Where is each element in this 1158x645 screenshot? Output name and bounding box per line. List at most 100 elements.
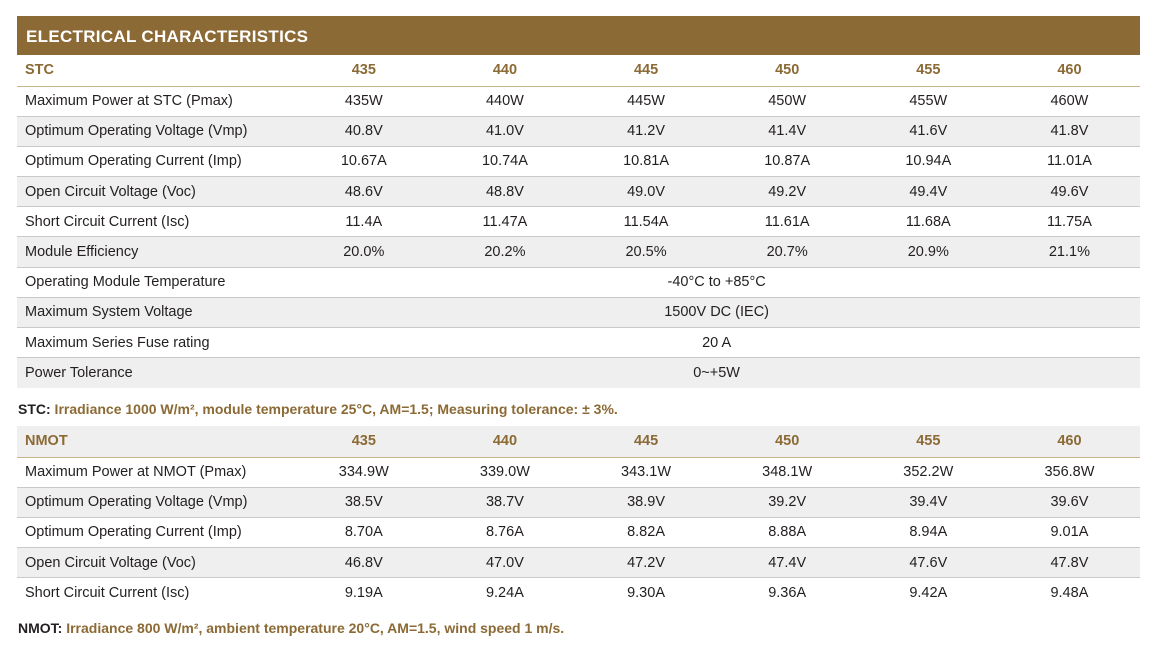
- table-row: Optimum Operating Current (Imp) 8.70A 8.…: [17, 517, 1140, 549]
- cell-value: 41.2V: [575, 116, 717, 147]
- nmot-footnote-text: Irradiance 800 W/m², ambient temperature…: [62, 620, 565, 636]
- cell-value: 20.7%: [716, 236, 858, 268]
- row-label: Open Circuit Voltage (Voc): [17, 176, 294, 208]
- table-row: Maximum System Voltage 1500V DC (IEC): [17, 297, 1140, 329]
- cell-value: 38.5V: [293, 487, 435, 518]
- cell-value: 9.42A: [857, 577, 999, 608]
- cell-value: 10.87A: [716, 146, 858, 178]
- cell-value: 445W: [575, 86, 717, 117]
- table-row: Power Tolerance 0~+5W: [17, 357, 1140, 388]
- cell-value: 49.2V: [716, 176, 858, 208]
- cell-value: 39.4V: [857, 487, 999, 518]
- cell-value: 41.0V: [434, 116, 576, 147]
- row-label: Module Efficiency: [17, 236, 294, 268]
- section-title: ELECTRICAL CHARACTERISTICS: [17, 16, 1140, 55]
- shared-value: 20 A: [293, 327, 1140, 359]
- cell-value: 9.48A: [998, 577, 1140, 608]
- cell-value: 348.1W: [716, 457, 858, 488]
- stc-table: STC 435 440 445 450 455 460 Maximum Powe…: [17, 55, 1140, 388]
- nmot-header-model: 445: [575, 426, 717, 458]
- row-label: Maximum Series Fuse rating: [17, 327, 294, 359]
- cell-value: 41.8V: [998, 116, 1140, 147]
- shared-value: 1500V DC (IEC): [293, 297, 1140, 329]
- stc-header-model: 440: [434, 55, 576, 87]
- cell-value: 46.8V: [293, 547, 435, 579]
- nmot-footnote: NMOT: Irradiance 800 W/m², ambient tempe…: [18, 620, 564, 636]
- cell-value: 20.2%: [434, 236, 576, 268]
- cell-value: 21.1%: [998, 236, 1140, 268]
- cell-value: 440W: [434, 86, 576, 117]
- table-row: Optimum Operating Voltage (Vmp) 38.5V 38…: [17, 487, 1140, 518]
- cell-value: 11.47A: [434, 206, 576, 238]
- stc-header-model: 455: [857, 55, 999, 87]
- cell-value: 356.8W: [998, 457, 1140, 488]
- cell-value: 48.6V: [293, 176, 435, 208]
- cell-value: 8.82A: [575, 517, 717, 549]
- cell-value: 47.6V: [857, 547, 999, 579]
- cell-value: 9.24A: [434, 577, 576, 608]
- cell-value: 20.5%: [575, 236, 717, 268]
- table-row: Operating Module Temperature -40°C to +8…: [17, 267, 1140, 298]
- cell-value: 455W: [857, 86, 999, 117]
- stc-header-model: 435: [293, 55, 435, 87]
- cell-value: 39.2V: [716, 487, 858, 518]
- cell-value: 352.2W: [857, 457, 999, 488]
- cell-value: 8.94A: [857, 517, 999, 549]
- cell-value: 435W: [293, 86, 435, 117]
- cell-value: 339.0W: [434, 457, 576, 488]
- nmot-header-model: 455: [857, 426, 999, 458]
- table-row: Module Efficiency 20.0% 20.2% 20.5% 20.7…: [17, 236, 1140, 268]
- table-row: Short Circuit Current (Isc) 11.4A 11.47A…: [17, 206, 1140, 238]
- cell-value: 39.6V: [998, 487, 1140, 518]
- cell-value: 20.9%: [857, 236, 999, 268]
- nmot-header-model: 460: [998, 426, 1140, 458]
- nmot-footnote-key: NMOT:: [18, 620, 63, 636]
- cell-value: 9.01A: [998, 517, 1140, 549]
- row-label: Power Tolerance: [17, 357, 294, 388]
- cell-value: 20.0%: [293, 236, 435, 268]
- cell-value: 10.74A: [434, 146, 576, 178]
- cell-value: 10.67A: [293, 146, 435, 178]
- cell-value: 334.9W: [293, 457, 435, 488]
- row-label: Maximum Power at NMOT (Pmax): [17, 457, 294, 488]
- cell-value: 41.4V: [716, 116, 858, 147]
- row-label: Optimum Operating Current (Imp): [17, 517, 294, 549]
- cell-value: 47.2V: [575, 547, 717, 579]
- cell-value: 9.36A: [716, 577, 858, 608]
- cell-value: 49.0V: [575, 176, 717, 208]
- nmot-header-model: 435: [293, 426, 435, 458]
- stc-header-model: 450: [716, 55, 858, 87]
- stc-footnote-key: STC:: [18, 401, 51, 417]
- table-row: Maximum Series Fuse rating 20 A: [17, 327, 1140, 359]
- cell-value: 38.7V: [434, 487, 576, 518]
- cell-value: 9.30A: [575, 577, 717, 608]
- cell-value: 47.0V: [434, 547, 576, 579]
- nmot-header-model: 440: [434, 426, 576, 458]
- table-row: Optimum Operating Voltage (Vmp) 40.8V 41…: [17, 116, 1140, 147]
- table-row: Optimum Operating Current (Imp) 10.67A 1…: [17, 146, 1140, 178]
- table-row: Open Circuit Voltage (Voc) 48.6V 48.8V 4…: [17, 176, 1140, 208]
- cell-value: 38.9V: [575, 487, 717, 518]
- row-label: Short Circuit Current (Isc): [17, 206, 294, 238]
- row-label: Open Circuit Voltage (Voc): [17, 547, 294, 579]
- nmot-header-row: NMOT 435 440 445 450 455 460: [17, 426, 1140, 458]
- cell-value: 48.8V: [434, 176, 576, 208]
- cell-value: 47.8V: [998, 547, 1140, 579]
- table-row: Maximum Power at NMOT (Pmax) 334.9W 339.…: [17, 457, 1140, 488]
- cell-value: 49.4V: [857, 176, 999, 208]
- row-label: Short Circuit Current (Isc): [17, 577, 294, 608]
- cell-value: 343.1W: [575, 457, 717, 488]
- row-label: Operating Module Temperature: [17, 267, 294, 298]
- row-label: Optimum Operating Voltage (Vmp): [17, 116, 294, 147]
- stc-footnote-text: Irradiance 1000 W/m², module temperature…: [50, 401, 618, 417]
- table-row: Short Circuit Current (Isc) 9.19A 9.24A …: [17, 577, 1140, 608]
- cell-value: 41.6V: [857, 116, 999, 147]
- cell-value: 11.68A: [857, 206, 999, 238]
- cell-value: 47.4V: [716, 547, 858, 579]
- cell-value: 460W: [998, 86, 1140, 117]
- cell-value: 10.81A: [575, 146, 717, 178]
- table-row: Maximum Power at STC (Pmax) 435W 440W 44…: [17, 86, 1140, 117]
- cell-value: 49.6V: [998, 176, 1140, 208]
- nmot-header-label: NMOT: [17, 426, 294, 458]
- row-label: Optimum Operating Current (Imp): [17, 146, 294, 178]
